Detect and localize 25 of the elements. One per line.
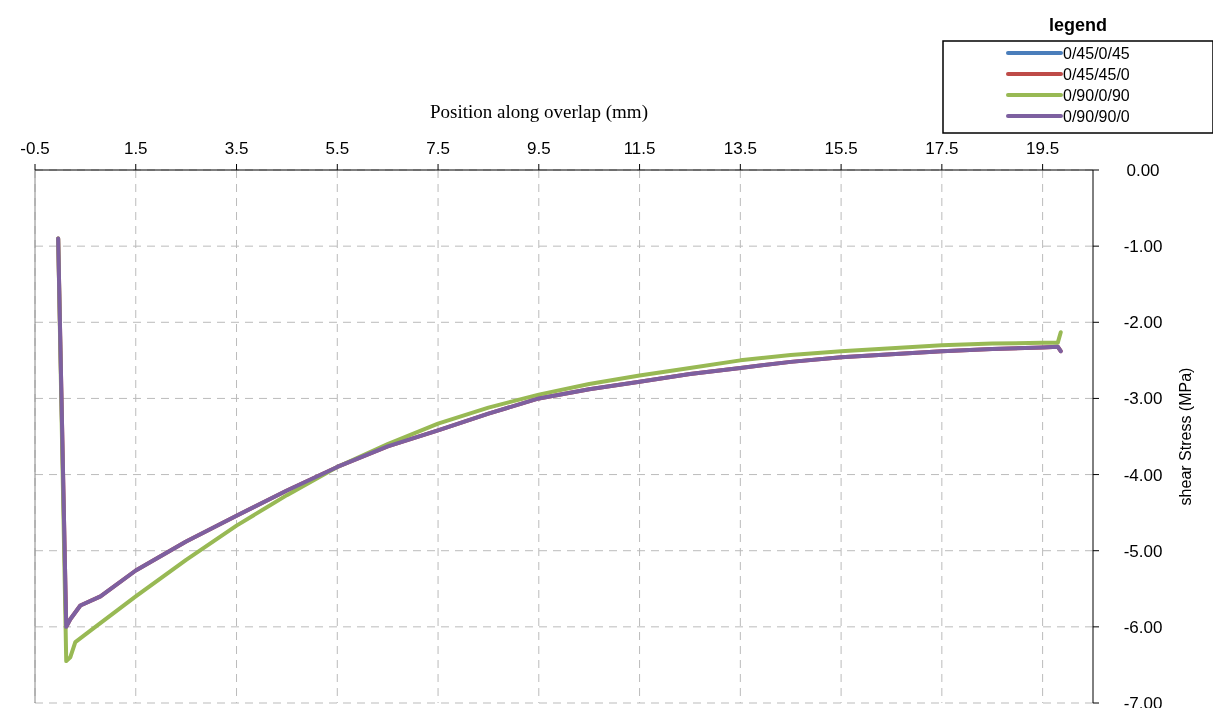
x-tick-label: 7.5 [426, 139, 450, 158]
x-tick-label: 15.5 [824, 139, 858, 158]
x-tick-label: 13.5 [723, 139, 757, 158]
x-tick-label: 11.5 [623, 139, 656, 158]
x-tick-label: 5.5 [325, 139, 350, 158]
y-tick-label: 0.00 [1126, 161, 1160, 180]
y-tick-label: -3.00 [1123, 389, 1163, 409]
legend-label: 0/90/90/0 [1063, 108, 1130, 125]
x-tick-label: 19.5 [1026, 139, 1060, 158]
y-axis-title: shear Stress (MPa) [1177, 367, 1194, 506]
y-tick-label: -1.00 [1123, 237, 1163, 257]
legend-title: legend [1048, 15, 1108, 35]
legend-label: 0/45/0/45 [1063, 45, 1130, 62]
y-tick-label: -5.00 [1123, 541, 1163, 561]
legend-label: 0/45/45/0 [1063, 66, 1130, 83]
x-tick-label: 1.5 [123, 139, 148, 158]
x-tick-label: -0.5 [20, 139, 50, 158]
y-tick-label: -2.00 [1123, 313, 1163, 333]
x-tick-label: 3.5 [224, 139, 249, 158]
x-axis-title: Position along overlap (mm) [430, 101, 648, 123]
x-tick-label: 17.5 [925, 139, 959, 158]
y-tick-label: -6.00 [1123, 617, 1163, 637]
legend-label: 0/90/0/90 [1063, 87, 1130, 104]
y-tick-label: -4.00 [1123, 465, 1163, 485]
x-tick-label: 9.5 [526, 139, 551, 158]
